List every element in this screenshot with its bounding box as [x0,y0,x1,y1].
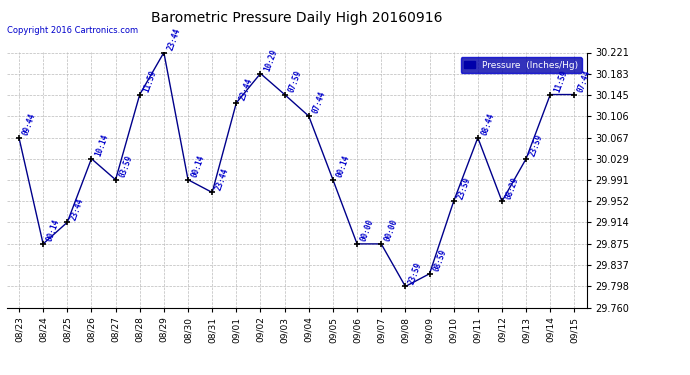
Text: 07:59: 07:59 [286,69,303,93]
Text: 07:44: 07:44 [576,69,593,93]
Text: 00:14: 00:14 [45,218,61,243]
Text: 11:59: 11:59 [552,69,569,93]
Text: 03:59: 03:59 [117,154,134,178]
Text: 23:44: 23:44 [214,166,230,191]
Text: 10:14: 10:14 [93,133,110,158]
Text: 00:14: 00:14 [190,154,206,178]
Text: 08:59: 08:59 [431,248,448,273]
Text: 07:44: 07:44 [310,90,327,115]
Text: 09:44: 09:44 [21,112,37,136]
Legend: Pressure  (Inches/Hg): Pressure (Inches/Hg) [461,57,582,73]
Text: 08:44: 08:44 [480,112,496,136]
Text: 23:59: 23:59 [455,176,472,200]
Text: 23:44: 23:44 [69,196,86,221]
Text: 00:14: 00:14 [335,154,351,178]
Text: 10:29: 10:29 [262,48,279,72]
Text: 23:59: 23:59 [528,133,544,158]
Text: 23:59: 23:59 [407,261,424,285]
Text: 23:44: 23:44 [238,77,255,102]
Text: 00:00: 00:00 [383,218,400,243]
Text: Barometric Pressure Daily High 20160916: Barometric Pressure Daily High 20160916 [151,11,442,25]
Text: Copyright 2016 Cartronics.com: Copyright 2016 Cartronics.com [7,26,138,35]
Text: 00:00: 00:00 [359,218,375,243]
Text: 23:44: 23:44 [166,27,182,51]
Text: 08:29: 08:29 [504,176,520,200]
Text: 11:59: 11:59 [141,69,158,93]
